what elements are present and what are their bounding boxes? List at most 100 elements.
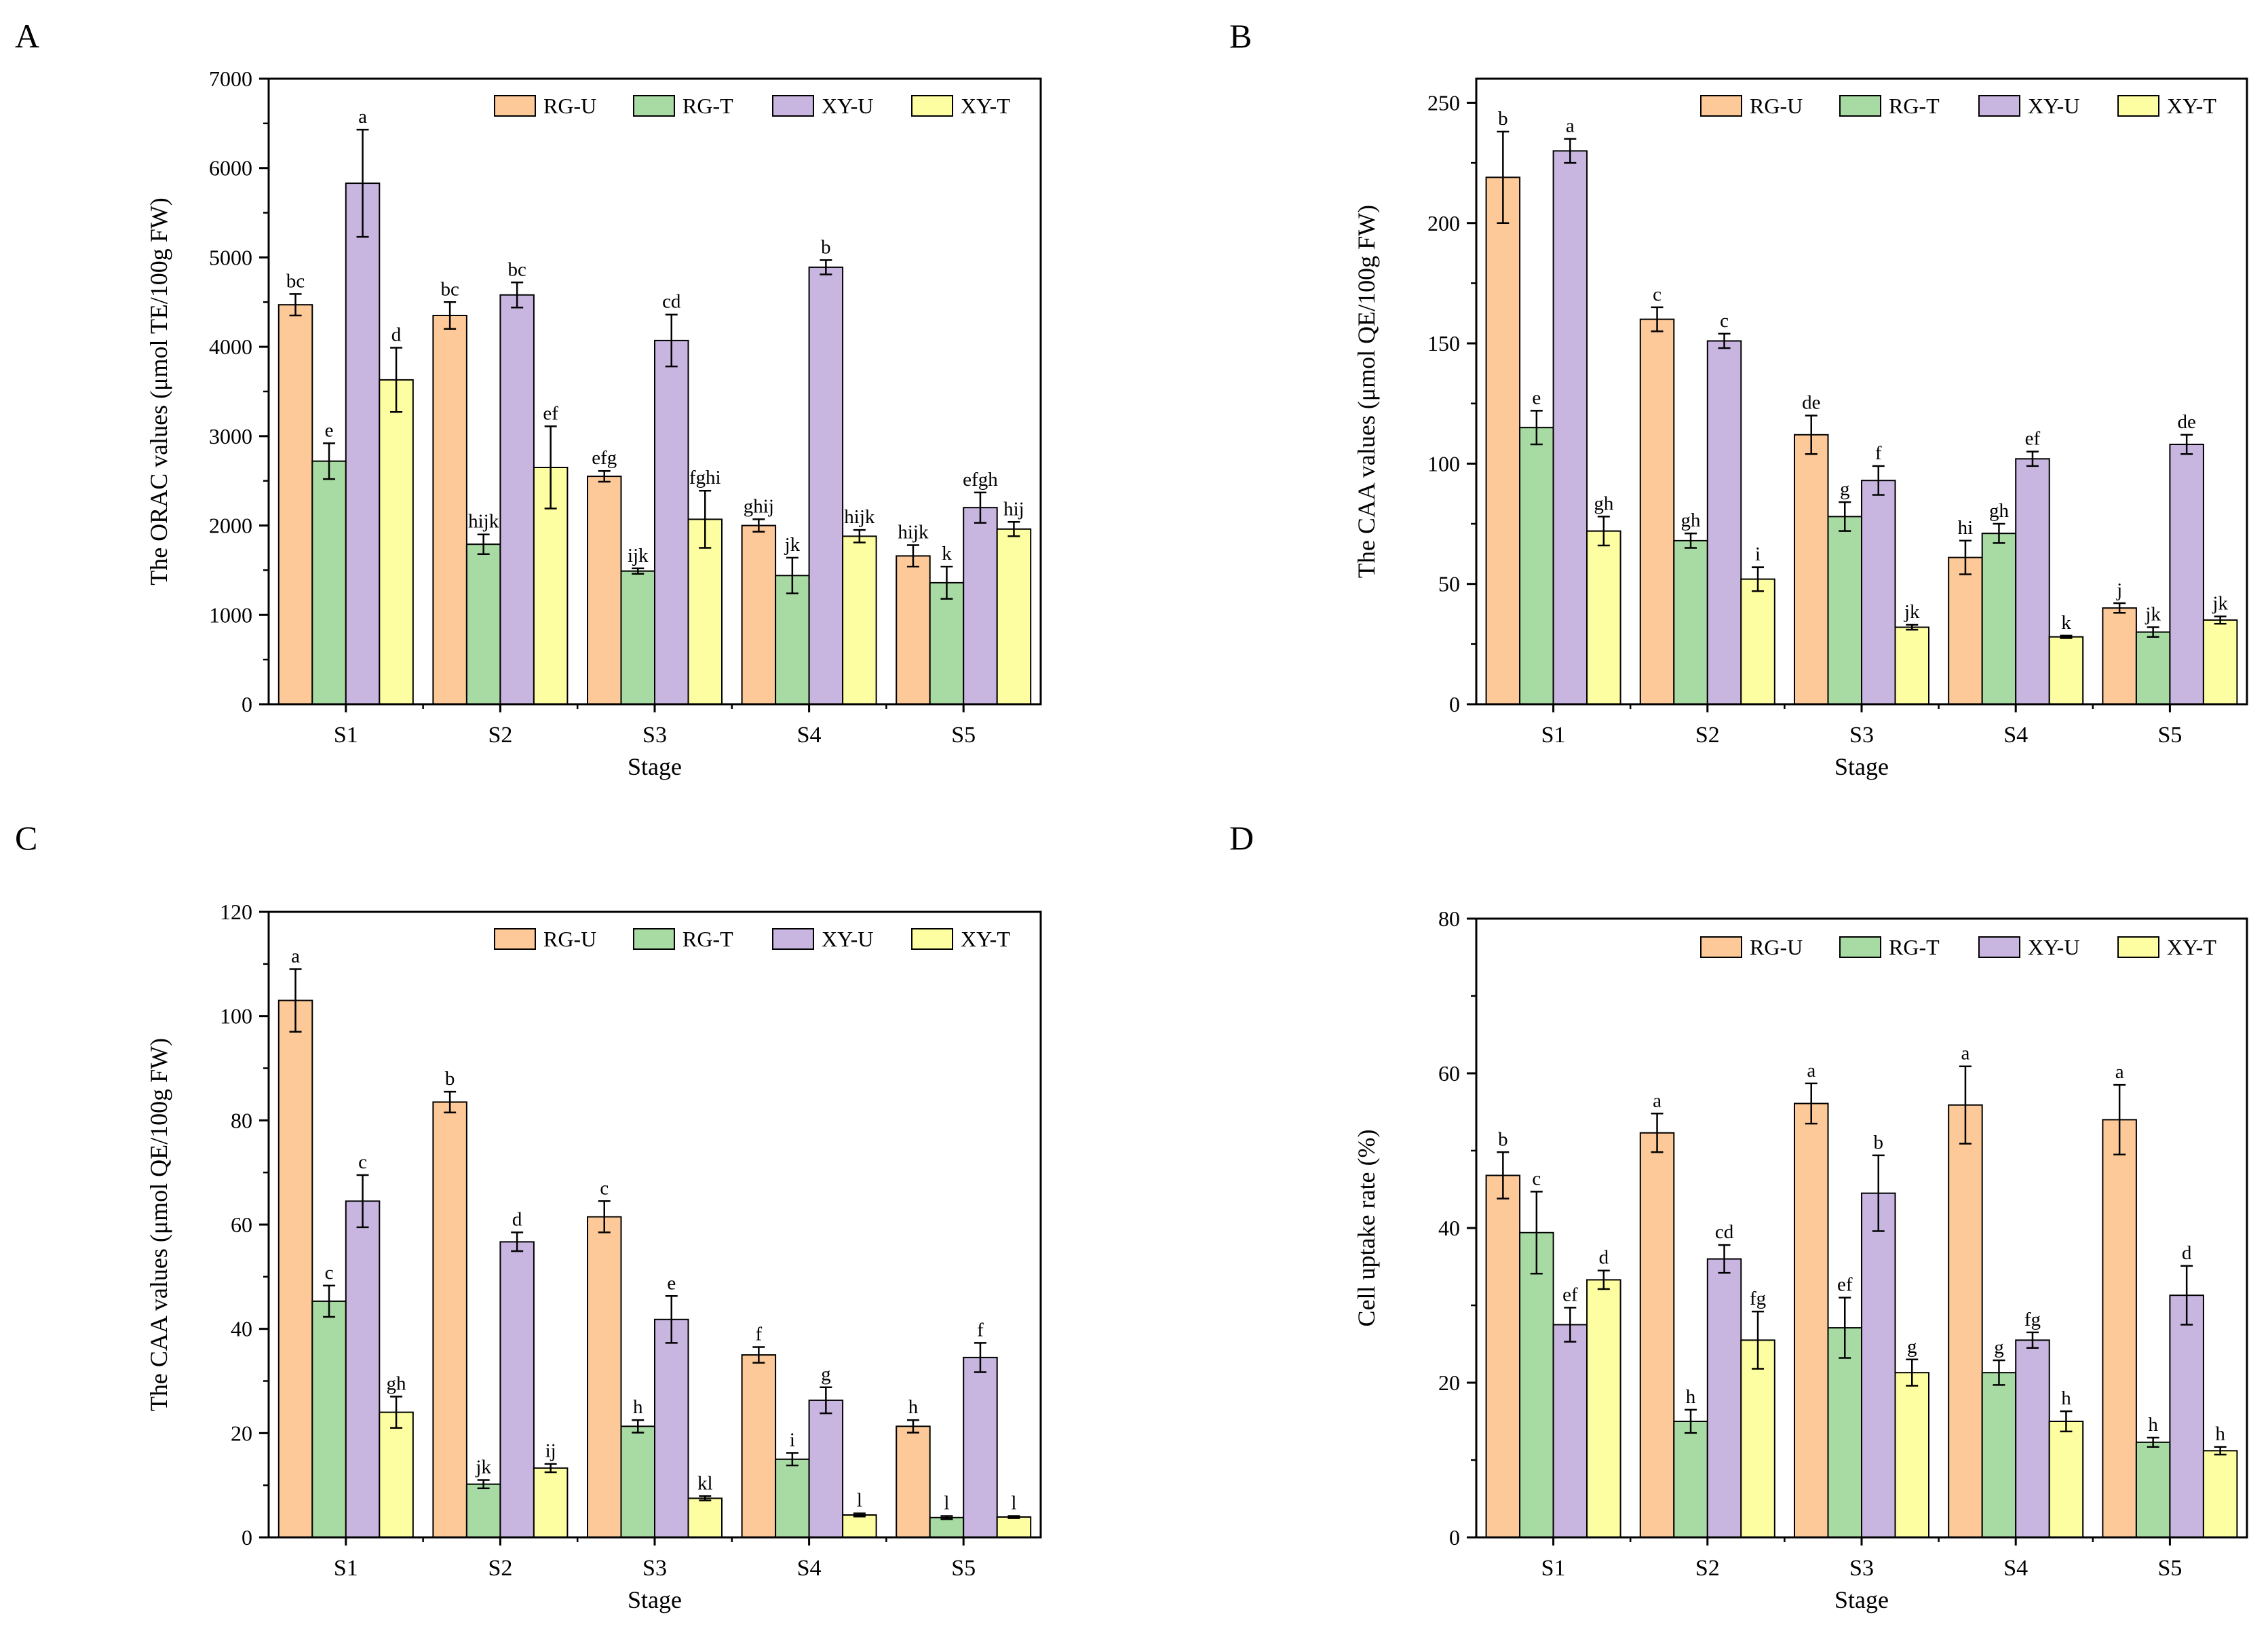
significance-letter: d bbox=[1599, 1247, 1609, 1269]
significance-letter: gh bbox=[1681, 510, 1702, 531]
significance-letter: c bbox=[600, 1177, 609, 1199]
legend-label-xy-u: XY-U bbox=[2028, 94, 2079, 118]
error-bar-rg-u-s4 bbox=[1959, 1065, 1972, 1145]
bar-xy-u-s1 bbox=[345, 1200, 381, 1539]
error-bar-rg-u-s2 bbox=[1651, 1113, 1664, 1153]
error-bar-xy-t-s2 bbox=[544, 425, 557, 510]
bar-rg-u-s1 bbox=[1485, 176, 1521, 705]
error-bar-rg-u-s5 bbox=[906, 1419, 919, 1434]
legend: RG-U RG-T XY-U XY-T bbox=[494, 94, 1010, 118]
error-bar-xy-t-s1 bbox=[390, 1396, 403, 1429]
significance-letter: a bbox=[1653, 1090, 1661, 1111]
y-tick-label: 100 bbox=[220, 1004, 252, 1029]
x-tick-label: S4 bbox=[797, 723, 822, 748]
significance-letter: b bbox=[821, 236, 831, 258]
bar-rg-u-s2 bbox=[432, 1101, 467, 1538]
error-bar-xy-u-s5 bbox=[974, 1342, 986, 1373]
significance-letter: h bbox=[2061, 1387, 2071, 1409]
error-bar-xy-t-s3 bbox=[1906, 623, 1919, 631]
error-bar-rg-t-s1 bbox=[1530, 1191, 1543, 1275]
bar-rg-u-s4 bbox=[741, 1354, 777, 1538]
bar-rg-u-s5 bbox=[896, 555, 931, 706]
x-tick-label: S1 bbox=[1541, 723, 1566, 748]
error-bar-rg-t-s3 bbox=[632, 1419, 645, 1434]
error-bar-xy-t-s2 bbox=[1752, 566, 1765, 592]
significance-letter: h bbox=[2148, 1414, 2158, 1436]
bar-rg-t-s5 bbox=[929, 1516, 965, 1539]
significance-letter: g bbox=[1994, 1337, 2004, 1358]
significance-letter: i bbox=[790, 1429, 795, 1451]
bar-rg-t-s4 bbox=[775, 575, 810, 705]
significance-letter: h bbox=[2215, 1423, 2225, 1445]
significance-letter: gh bbox=[1989, 500, 2010, 522]
error-bar-rg-u-s1 bbox=[1497, 130, 1510, 225]
significance-letter: h bbox=[1686, 1386, 1696, 1408]
legend-label-xy-u: XY-U bbox=[2028, 935, 2079, 959]
error-bar-xy-t-s5 bbox=[1007, 1515, 1020, 1519]
bar-xy-u-s3 bbox=[654, 1318, 689, 1539]
error-bar-xy-u-s1 bbox=[356, 1174, 369, 1229]
significance-letter: e bbox=[325, 419, 334, 441]
significance-letter: hij bbox=[1003, 498, 1024, 520]
y-tick-label: 120 bbox=[220, 900, 252, 924]
error-bar-xy-u-s5 bbox=[2180, 1265, 2193, 1326]
x-tick-label: S3 bbox=[642, 1556, 667, 1581]
x-axis-label: Stage bbox=[628, 1586, 682, 1613]
bar-xy-t-s1 bbox=[1586, 530, 1621, 706]
legend-swatch-xy-u bbox=[1978, 95, 2020, 117]
bar-rg-u-s5 bbox=[2102, 1119, 2137, 1538]
error-bar-xy-t-s1 bbox=[1597, 1269, 1610, 1290]
panel-letter: D bbox=[1229, 819, 1254, 857]
bar-rg-t-s1 bbox=[1519, 427, 1554, 705]
legend-swatch-rg-t bbox=[633, 95, 675, 117]
y-tick-label: 5000 bbox=[209, 245, 252, 269]
y-tick-label: 0 bbox=[1449, 692, 1460, 716]
bar-rg-u-s1 bbox=[277, 999, 313, 1538]
bar-rg-t-s3 bbox=[1827, 1327, 1862, 1538]
legend-label-rg-u: RG-U bbox=[543, 927, 596, 951]
bar-rg-u-s2 bbox=[432, 315, 467, 705]
error-bar-xy-u-s3 bbox=[1872, 465, 1885, 496]
significance-letter: bc bbox=[507, 258, 526, 280]
significance-letter: de bbox=[1802, 392, 1820, 414]
error-bar-xy-t-s5 bbox=[2214, 615, 2227, 625]
significance-letter: a bbox=[1807, 1060, 1815, 1081]
legend-swatch-rg-t bbox=[1839, 95, 1881, 117]
significance-letter: f bbox=[1875, 442, 1882, 464]
error-bar-rg-u-s3 bbox=[1805, 1082, 1818, 1125]
significance-letter: c bbox=[325, 1262, 334, 1284]
x-tick-label: S5 bbox=[951, 1556, 976, 1581]
error-bar-rg-t-s2 bbox=[477, 533, 490, 555]
bar-xy-u-s5 bbox=[963, 1356, 998, 1539]
x-tick-label: S2 bbox=[488, 1556, 512, 1581]
error-bar-rg-t-s4 bbox=[1993, 1359, 2005, 1386]
y-tick-label: 60 bbox=[231, 1212, 252, 1237]
y-tick-label: 250 bbox=[1427, 91, 1460, 115]
error-bar-xy-t-s1 bbox=[390, 347, 403, 413]
bar-xy-u-s5 bbox=[2169, 444, 2204, 705]
x-tick-label: S2 bbox=[1695, 723, 1720, 748]
legend-swatch-xy-u bbox=[1978, 936, 2020, 958]
bar-xy-u-s3 bbox=[1861, 1192, 1896, 1538]
error-bar-rg-t-s3 bbox=[632, 567, 645, 575]
significance-letter: d bbox=[391, 324, 402, 346]
y-tick-label: 7000 bbox=[209, 66, 252, 91]
error-bar-rg-t-s4 bbox=[1993, 522, 2005, 544]
x-tick-label: S3 bbox=[642, 723, 667, 748]
significance-letter: fghi bbox=[689, 467, 721, 488]
significance-letter: hijk bbox=[844, 506, 875, 528]
y-axis-label: The ORAC values (μmol TE/100g FW) bbox=[145, 197, 172, 586]
error-bar-xy-u-s2 bbox=[1718, 1244, 1731, 1274]
significance-letter: k bbox=[2061, 612, 2071, 634]
legend-label-rg-t: RG-T bbox=[1889, 935, 1940, 959]
significance-letter: jk bbox=[475, 1457, 491, 1478]
y-tick-label: 60 bbox=[1438, 1061, 1460, 1086]
significance-letter: a bbox=[1961, 1043, 1970, 1064]
error-bar-xy-u-s1 bbox=[1564, 138, 1577, 164]
significance-letter: g bbox=[1907, 1336, 1917, 1358]
error-bar-rg-t-s5 bbox=[2147, 626, 2159, 638]
y-axis-label: Cell uptake rate (%) bbox=[1353, 1130, 1380, 1327]
significance-letter: hijk bbox=[468, 511, 499, 533]
significance-letter: b bbox=[1498, 1128, 1508, 1150]
